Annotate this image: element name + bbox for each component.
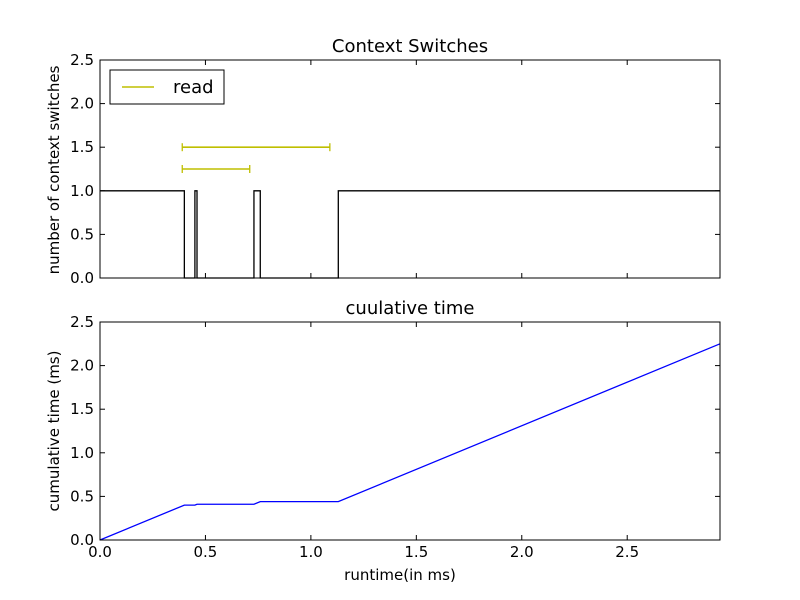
subplot-context-switches: Context Switches number of context switc… [45,36,721,287]
axes-frame [99,59,721,279]
axes-frame [99,321,721,541]
y-tick-label: 1.5 [70,138,94,156]
y-tick-label: 0.5 [70,225,94,243]
y-tick-label: 2.5 [70,51,94,69]
x-tick-label: 0.0 [88,543,112,561]
x-tick-label: 0.5 [194,543,218,561]
y-axis-label: cumulative time (ms) [45,351,63,512]
y-tick-label: 1.5 [70,400,94,418]
x-tick-label: 1.5 [404,543,428,561]
series-line [99,343,721,541]
y-tick-label: 2.0 [70,95,94,113]
x-tick-label: 2.0 [510,543,534,561]
legend: read [109,69,225,105]
chart-title: Context Switches [332,36,488,57]
legend-label: read [173,77,214,98]
y-axis-label: number of context switches [45,65,63,274]
x-tick-label: 1.0 [299,543,323,561]
y-tick-label: 0.0 [70,269,94,287]
y-tick-label: 1.0 [70,182,94,200]
chart-title: cuulative time [346,298,475,319]
plot-area: 0.0 0.5 1.0 1.5 2.0 2.5 0.0 0.5 1.0 1.5 2.0 2.5 [70,313,721,561]
series-line [100,190,720,279]
y-tick-label: 0.5 [70,487,94,505]
plot-area: 0.0 0.5 1.0 1.5 2.0 2.5 read [70,51,721,287]
y-tick-label: 2.0 [70,357,94,375]
y-tick-label: 2.5 [70,313,94,331]
y-tick-label: 1.0 [70,444,94,462]
y-tick-label: 0.0 [70,531,94,549]
x-axis-label: runtime(in ms) [344,566,456,584]
x-tick-label: 2.5 [615,543,639,561]
subplot-cumulative-time: cuulative time cumulative time (ms) runt… [45,298,721,584]
